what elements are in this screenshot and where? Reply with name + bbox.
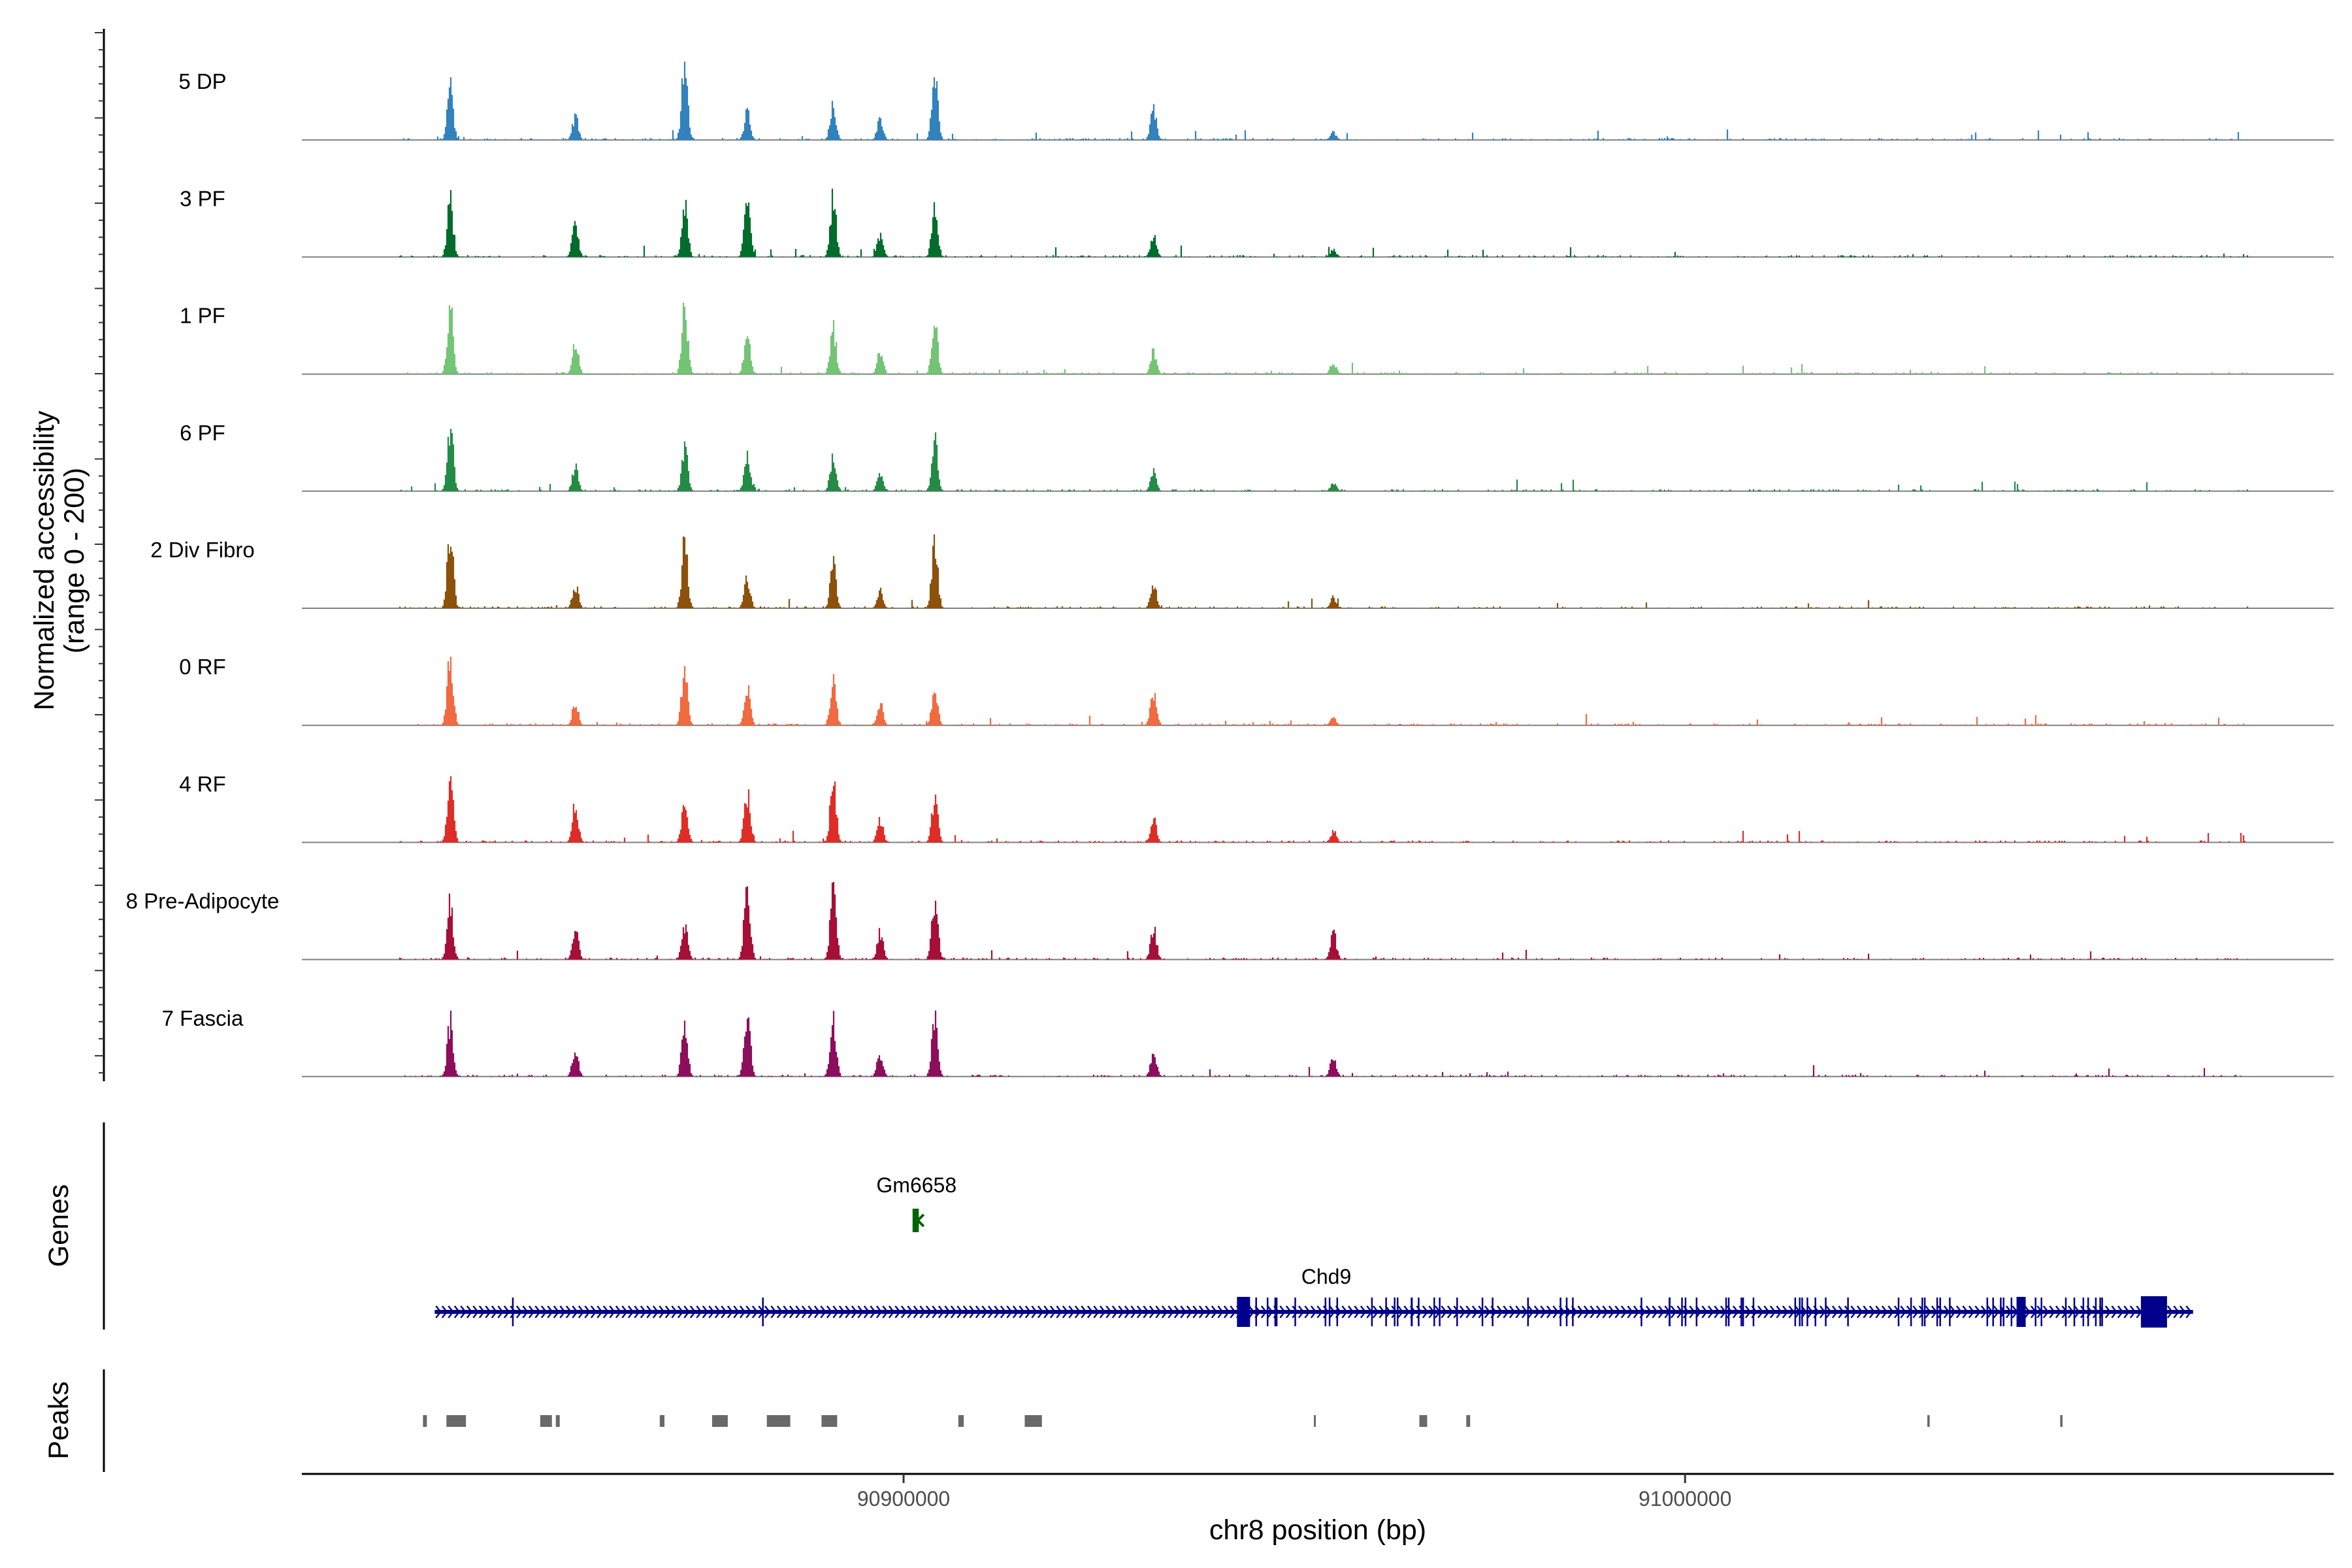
coverage-signal [400,429,2249,491]
coverage-track: 7 Fascia [162,1006,2334,1077]
coverage-signal [400,302,2249,374]
peak [711,1415,728,1427]
coverage-track: 2 Div Fibro [150,534,2334,609]
coverage-track: 8 Pre-Adipocyte [126,881,2334,960]
peak [821,1415,838,1427]
coverage-signal [399,534,2249,608]
peak [446,1415,466,1427]
x-tick-label: 90900000 [857,1487,950,1511]
peak [1466,1415,1471,1427]
coverage-track: 3 PF [180,186,2334,258]
peak [2060,1415,2063,1427]
gene-label: Gm6658 [876,1173,956,1197]
y-axis-title-line1: Normalized accessibility [29,410,60,710]
strand-arrows [435,1305,2192,1318]
coverage-tracks: 5 DP 3 PF 1 PF 6 PF 2 Div Fibro 0 RF 4 RF 8 Pre… [126,61,2334,1077]
strand-arrow [915,1213,925,1228]
peak [540,1415,552,1427]
coverage-signal [404,1010,2242,1077]
coverage-track: 6 PF [180,421,2334,492]
track-label: 0 RF [179,655,226,679]
x-axis-title: chr8 position (bp) [1209,1514,1426,1546]
x-tick-label: 91000000 [1639,1487,1731,1511]
peak [1024,1415,1042,1427]
track-label: 7 Fascia [162,1006,244,1030]
coverage-signal [399,881,2249,960]
coverage-signal [402,61,2247,140]
track-label: 3 PF [180,186,225,210]
coverage-signal [399,776,2246,843]
exon [2016,1297,2026,1327]
gene-model: Gm6658 [876,1173,956,1232]
track-label: 4 RF [179,772,226,796]
track-label: 5 DP [178,69,226,93]
gene-annotations: Gm6658 Chd9 [434,1173,2193,1328]
genes-panel-title: Genes [43,1184,74,1267]
gene-model: Chd9 [434,1265,2193,1328]
peak [1927,1415,1930,1427]
peak [958,1415,964,1427]
gene-label: Chd9 [1301,1265,1352,1288]
x-axis-ticks: 90900000 91000000 [857,1474,1731,1511]
peak [1419,1415,1428,1427]
gene-body [912,1209,919,1232]
coverage-track: 4 RF [179,772,2334,843]
coverage-track: 1 PF [180,302,2334,375]
track-label: 8 Pre-Adipocyte [126,889,280,913]
small-exons [512,1298,2103,1326]
exon [1237,1297,1250,1327]
peak [555,1415,560,1427]
coverage-signal [410,657,2245,726]
peaks-panel-title: Peaks [43,1381,74,1460]
coverage-axis-ticks [95,32,104,1074]
track-label: 1 PF [180,304,225,328]
track-label: 6 PF [180,421,225,445]
coverage-track: 0 RF [179,655,2334,727]
y-axis-title-line2: (range 0 - 200) [59,468,90,653]
peak-annotations [423,1415,2063,1427]
peak [423,1415,427,1427]
coverage-signal [399,188,2249,257]
coverage-track: 5 DP [178,61,2334,141]
track-label: 2 Div Fibro [150,538,255,562]
peak [1314,1415,1316,1427]
peak [766,1415,791,1427]
peak [659,1415,665,1427]
exon [2140,1296,2167,1328]
